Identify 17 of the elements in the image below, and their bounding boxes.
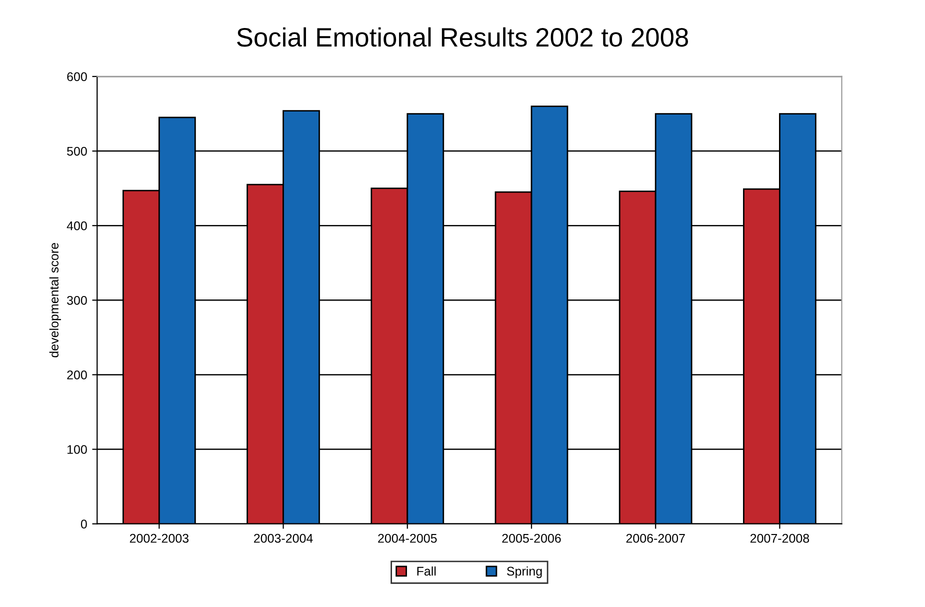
y-tick-label: 300 bbox=[67, 296, 87, 305]
x-tick-label: 2006-2007 bbox=[626, 534, 685, 543]
chart-title: Social Emotional Results 2002 to 2008 bbox=[237, 27, 688, 47]
y-tick-label: 0 bbox=[80, 520, 87, 528]
y-tick-label: 200 bbox=[67, 370, 87, 380]
legend-label: Spring bbox=[507, 566, 542, 578]
y-tick-label: 500 bbox=[67, 146, 87, 156]
y-tick-label: 100 bbox=[68, 445, 87, 454]
y-tick-label: 400 bbox=[66, 221, 87, 230]
legend-label: Fall bbox=[417, 566, 436, 576]
x-tick-label: 2003-2004 bbox=[254, 534, 313, 543]
x-tick-label: 2004-2005 bbox=[378, 534, 437, 543]
y-tick-label: 600 bbox=[67, 72, 87, 82]
y-axis-title: developmental score bbox=[49, 243, 61, 358]
x-tick-label: 2002-2003 bbox=[130, 534, 189, 543]
x-tick-label: 2005-2006 bbox=[502, 534, 561, 543]
x-tick-label: 2007-2008 bbox=[750, 534, 810, 543]
